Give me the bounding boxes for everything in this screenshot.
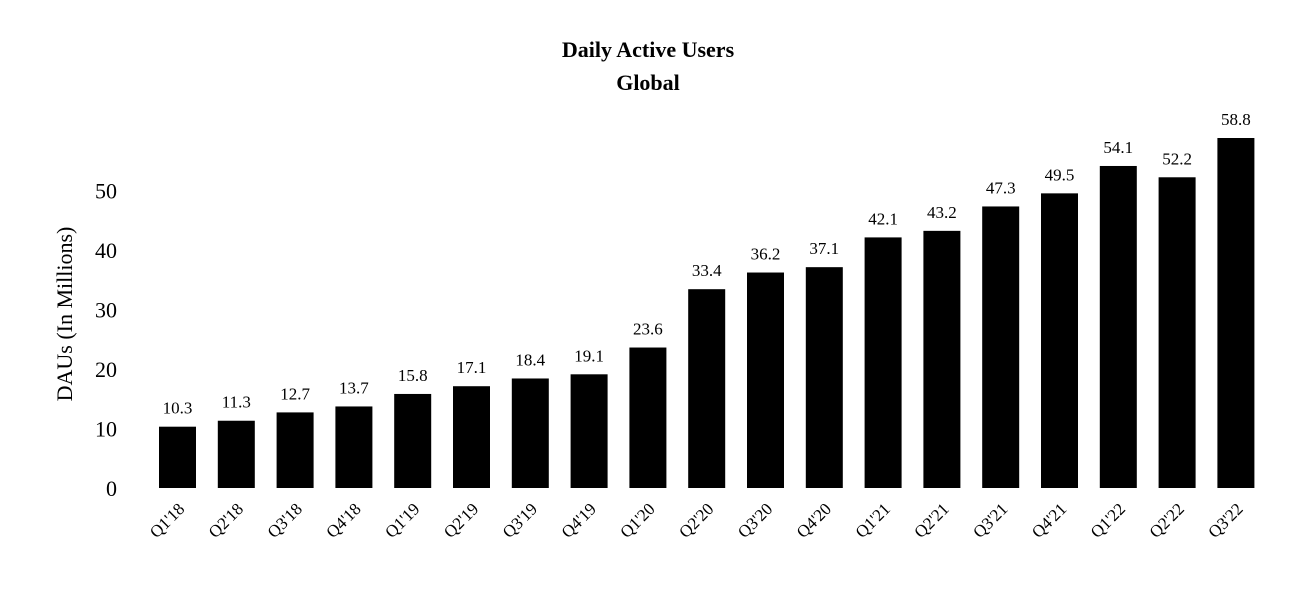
- bar: [864, 237, 902, 488]
- y-tick-label: 30: [95, 297, 117, 322]
- data-label: 18.4: [515, 350, 545, 369]
- x-tick-label: Q4'20: [793, 499, 835, 541]
- data-label: 52.2: [1162, 149, 1192, 168]
- x-tick-label: Q2'21: [910, 499, 952, 541]
- bar: [982, 206, 1020, 488]
- y-tick-label: 0: [106, 476, 117, 501]
- x-tick-label: Q3'21: [969, 499, 1011, 541]
- x-tick-label: Q4'18: [322, 499, 364, 541]
- data-label: 17.1: [457, 358, 487, 377]
- bar: [805, 267, 843, 488]
- x-tick-label: Q1'22: [1087, 499, 1129, 541]
- chart-title: Daily Active Users: [562, 37, 735, 62]
- data-label: 49.5: [1045, 165, 1075, 184]
- bar: [276, 412, 314, 488]
- y-axis-label: DAUs (In Millions): [52, 227, 77, 402]
- bar: [688, 289, 726, 488]
- bars: [159, 138, 1255, 489]
- chart-subtitle: Global: [616, 70, 680, 95]
- y-tick-label: 50: [95, 178, 117, 203]
- bar: [394, 393, 432, 488]
- data-label: 11.3: [222, 393, 251, 412]
- bar: [159, 426, 196, 488]
- x-tick-label: Q1'21: [852, 499, 894, 541]
- y-tick-label: 20: [95, 357, 117, 382]
- x-tick-label: Q3'22: [1204, 499, 1246, 541]
- data-label: 33.4: [692, 261, 722, 280]
- x-tick-label: Q4'21: [1028, 499, 1070, 541]
- bar: [1158, 177, 1196, 489]
- data-label: 23.6: [633, 320, 663, 339]
- x-tick-label: Q2'19: [440, 499, 482, 541]
- y-tick-label: 10: [95, 416, 117, 441]
- data-label: 37.1: [809, 239, 839, 258]
- x-axis-ticks: Q1'18 Q2'18 Q3'18 Q4'18 Q1'19 Q2'19 Q3'19 Q4'19…: [146, 499, 1247, 541]
- x-tick-label: Q3'20: [734, 499, 776, 541]
- y-tick-label: 40: [95, 238, 117, 263]
- x-tick-label: Q1'18: [146, 499, 188, 541]
- bar: [1217, 138, 1255, 488]
- data-label: 47.3: [986, 178, 1016, 197]
- x-tick-label: Q4'19: [558, 499, 600, 541]
- data-label: 42.1: [868, 209, 898, 228]
- y-axis-ticks: 0 10 20 30 40 50: [95, 178, 117, 501]
- data-label: 10.3: [163, 399, 193, 418]
- data-label: 36.2: [751, 245, 781, 264]
- x-tick-label: Q2'22: [1146, 499, 1188, 541]
- data-label: 12.7: [280, 384, 310, 403]
- x-tick-label: Q2'18: [205, 499, 247, 541]
- bar: [923, 230, 961, 488]
- data-labels: 10.3 11.3 12.7 13.7 15.8 17.1 18.4 19.1 23.6 33.4…: [163, 110, 1251, 418]
- data-label: 58.8: [1221, 110, 1251, 129]
- bar: [1099, 165, 1137, 488]
- bar: [217, 420, 255, 488]
- x-tick-label: Q1'20: [616, 499, 658, 541]
- data-label: 54.1: [1103, 138, 1133, 157]
- bar: [511, 378, 549, 488]
- bar: [747, 272, 784, 488]
- data-label: 19.1: [574, 346, 604, 365]
- bar: [570, 374, 608, 488]
- bar: [335, 406, 373, 488]
- data-label: 43.2: [927, 203, 957, 222]
- bar: [629, 347, 667, 488]
- data-label: 13.7: [339, 378, 369, 397]
- bar: [453, 386, 490, 488]
- x-tick-label: Q3'19: [499, 499, 541, 541]
- x-tick-label: Q3'18: [264, 499, 306, 541]
- x-tick-label: Q1'19: [381, 499, 423, 541]
- bar: [1041, 193, 1078, 488]
- data-label: 15.8: [398, 366, 428, 385]
- x-tick-label: Q2'20: [675, 499, 717, 541]
